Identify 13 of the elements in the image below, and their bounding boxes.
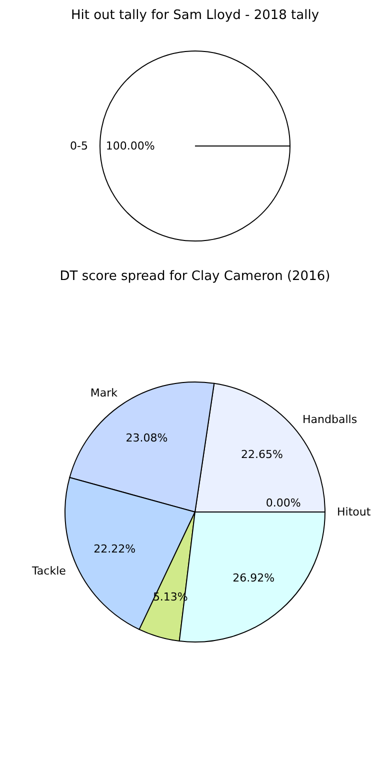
slice-label: Tackle: [31, 564, 66, 578]
chart-title: DT score spread for Clay Cameron (2016): [58, 269, 332, 284]
data-label: 22.22%: [94, 542, 136, 556]
data-label: 22.65%: [240, 448, 283, 461]
data-label: 23.08%: [126, 431, 168, 444]
slice-label: 0-5: [70, 140, 88, 152]
slice-label: Mark: [90, 386, 118, 400]
slice-label: Handballs: [302, 412, 358, 426]
text: 0.00%: [266, 496, 301, 510]
data-label: 26.92%: [232, 572, 275, 585]
chart-title: Hit out tally for Sam Lloyd - 2018 tally: [70, 8, 320, 23]
data-label: 100.00%: [106, 140, 155, 152]
category-label: Hitout: [337, 506, 371, 518]
